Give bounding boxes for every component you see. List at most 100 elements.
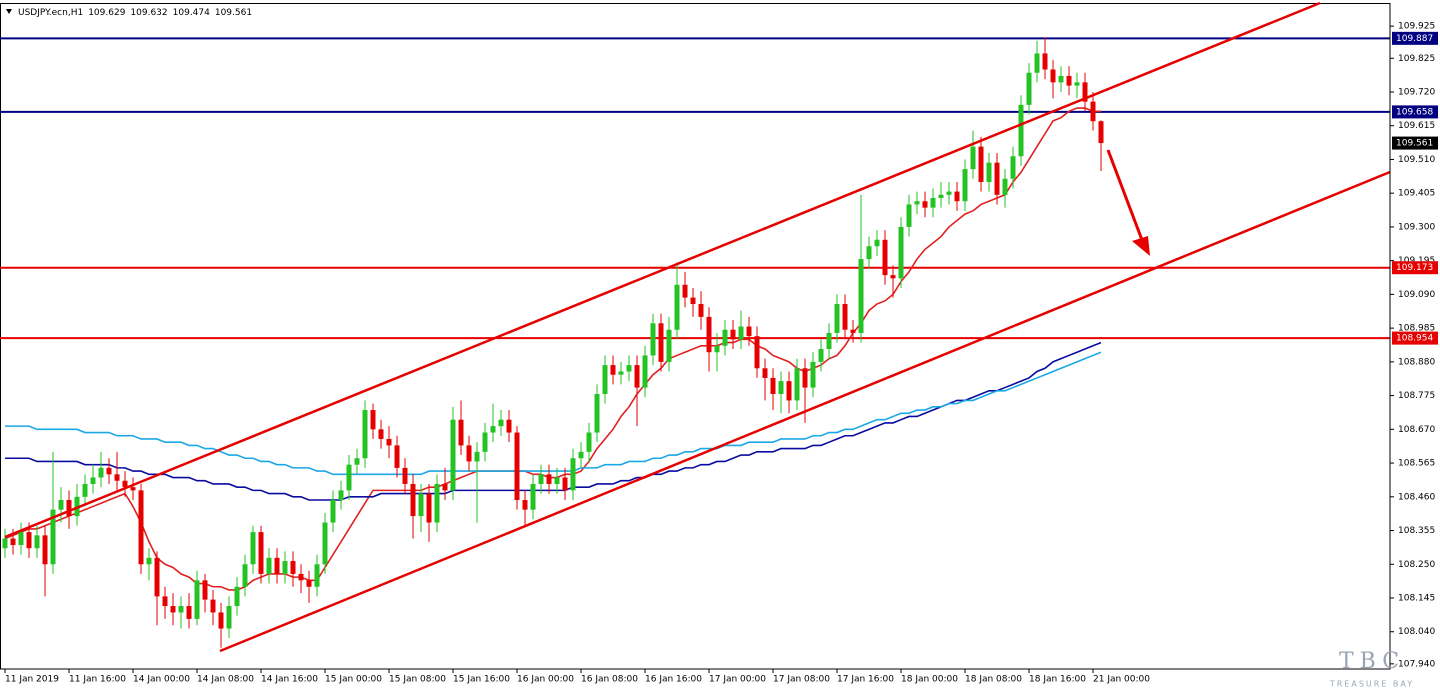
candle-body	[554, 477, 560, 484]
x-tick-label: 16 Jan 08:00	[581, 675, 638, 685]
candle-body	[490, 426, 496, 433]
candle-body	[386, 438, 392, 446]
candle-body	[610, 365, 616, 375]
candle-body	[602, 365, 608, 394]
candle-body	[50, 509, 56, 565]
candle-body	[994, 162, 1000, 195]
candle-body	[146, 557, 152, 565]
y-tick-label: 108.775	[1398, 391, 1435, 401]
candle-body	[18, 532, 24, 545]
candle-body	[274, 557, 280, 574]
y-tick-label: 109.090	[1398, 290, 1435, 300]
candle-body	[314, 564, 320, 587]
candle-body	[434, 483, 440, 523]
candle-body	[810, 361, 816, 388]
x-tick-label: 11 Jan 16:00	[69, 675, 126, 685]
x-tick-label: 21 Jan 00:00	[1093, 675, 1150, 685]
header-value: 109.629	[88, 8, 125, 18]
candle-body	[170, 606, 176, 613]
candle-body	[1050, 69, 1056, 83]
y-tick-label: 108.670	[1398, 425, 1435, 435]
candle-body	[874, 239, 880, 247]
x-tick-label: 16 Jan 00:00	[517, 675, 574, 685]
y-tick-label: 108.460	[1398, 492, 1435, 502]
candle-body	[394, 445, 400, 468]
candle-body	[698, 304, 704, 317]
candle-body	[970, 146, 976, 170]
candle-body	[770, 377, 776, 394]
price-level-box	[1392, 331, 1438, 345]
candle-body	[1018, 104, 1024, 157]
header-value: 109.561	[215, 8, 252, 18]
x-tick-label: 17 Jan 08:00	[773, 675, 830, 685]
y-tick-label: 109.195	[1398, 256, 1435, 266]
candle-body	[650, 323, 656, 356]
candle-body	[1002, 178, 1008, 195]
levels	[0, 37, 1390, 340]
y-tick-label: 109.825	[1398, 54, 1435, 64]
candle-body	[482, 432, 488, 452]
candle-body	[514, 432, 520, 501]
y-tick-label: 109.720	[1398, 87, 1435, 97]
candle-body	[778, 381, 784, 394]
candle-body	[250, 532, 256, 565]
candle-body	[154, 557, 160, 597]
candle-body	[962, 169, 968, 202]
candle-body	[682, 284, 688, 298]
candle-body	[226, 606, 232, 629]
candle-body	[866, 246, 872, 260]
candle-body	[354, 458, 360, 465]
candle-body	[378, 429, 384, 439]
header-value: USDJPY.ecn,H1	[18, 8, 83, 18]
y-tick-label: 109.405	[1398, 189, 1435, 199]
x-tick-label: 17 Jan 00:00	[709, 675, 766, 685]
candle-body	[2, 538, 8, 549]
header-value: 109.474	[173, 8, 210, 18]
candle-body	[658, 323, 664, 362]
forecast-arrow-head	[1132, 236, 1150, 256]
candle-body	[738, 326, 744, 340]
watermark-sub: TREASURE BAY	[1329, 680, 1414, 689]
candle-body	[850, 329, 856, 333]
current-price-box	[1392, 136, 1438, 150]
candle-body	[674, 284, 680, 330]
candle-body	[370, 410, 376, 430]
y-tick-label: 108.250	[1398, 560, 1435, 570]
price-level-label: 109.887	[1396, 34, 1433, 44]
x-tick-label: 14 Jan 16:00	[261, 675, 318, 685]
candle-body	[498, 419, 504, 427]
candle-body	[418, 493, 424, 517]
candle-body	[898, 226, 904, 279]
y-tick-label: 109.925	[1398, 22, 1435, 32]
candle-body	[42, 535, 48, 565]
candle-body	[194, 580, 200, 619]
candle-body	[266, 557, 272, 574]
candle-body	[546, 474, 552, 484]
candle-body	[858, 259, 864, 333]
candle-body	[34, 535, 40, 549]
candle-body	[1066, 75, 1072, 86]
header-value: 109.632	[130, 8, 167, 18]
price-level-label: 109.658	[1396, 107, 1433, 117]
candle-body	[522, 500, 528, 510]
candle-body	[466, 445, 472, 462]
y-tick-label: 108.880	[1398, 357, 1435, 367]
candle-body	[890, 275, 896, 279]
candle-body	[642, 355, 648, 388]
candle-body	[178, 606, 184, 613]
candle-body	[618, 371, 624, 375]
axes: 109.925 109.825 109.720 109.615 109.510 109.4…	[0, 3, 1438, 685]
candle-body	[1082, 82, 1088, 102]
moving-average	[5, 341, 1102, 501]
candle-body	[530, 483, 536, 510]
y-tick-label: 108.145	[1398, 593, 1435, 603]
candle-body	[578, 451, 584, 459]
candle-body	[746, 326, 752, 337]
y-tick-label: 107.940	[1398, 659, 1435, 669]
current-price-label: 109.561	[1396, 139, 1433, 149]
candle-body	[914, 201, 920, 205]
candle-body	[818, 349, 824, 362]
price-level-label: 108.954	[1396, 334, 1433, 344]
